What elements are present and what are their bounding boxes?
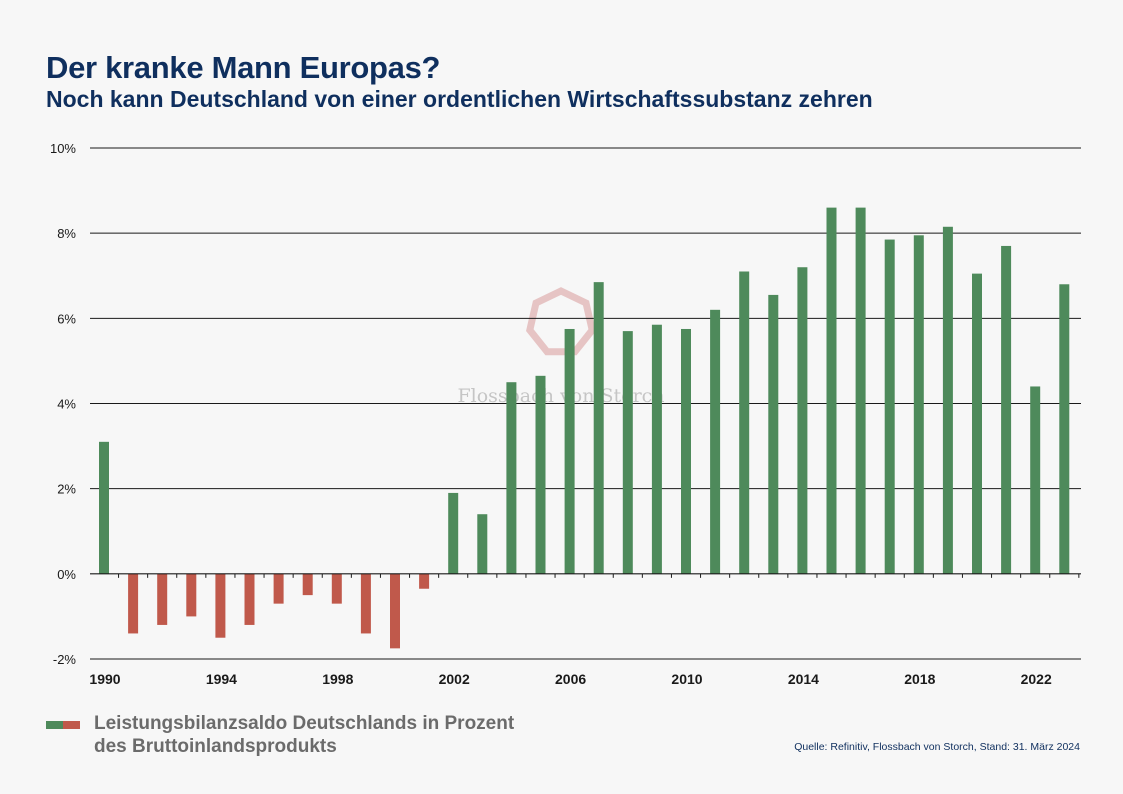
x-tick-label: 2014	[788, 671, 819, 687]
x-tick-label: 1998	[322, 671, 353, 687]
watermark-icon	[526, 287, 596, 356]
bar-2000	[390, 573, 400, 649]
bar-2011	[710, 309, 721, 574]
bar-1990	[99, 441, 109, 574]
source-note: Quelle: Refinitiv, Flossbach von Storch,…	[794, 741, 1080, 753]
chart-subtitle: Noch kann Deutschland von einer ordentli…	[46, 86, 873, 112]
bar-2014	[797, 267, 808, 574]
y-tick-label: 2%	[57, 482, 76, 497]
y-tick-label: 10%	[50, 141, 76, 156]
bar-2012	[739, 271, 750, 574]
chart-title: Der kranke Mann Europas?	[46, 50, 441, 85]
bar-2010	[681, 328, 691, 574]
y-tick-label: -2%	[53, 652, 77, 667]
bar-2019	[942, 226, 953, 574]
bar-2009	[651, 324, 662, 574]
x-tick-label: 2006	[555, 671, 586, 687]
y-tick-label: 8%	[57, 226, 76, 241]
bar-2007	[593, 282, 604, 574]
x-tick-label: 1994	[206, 671, 237, 687]
bar-1998	[331, 573, 342, 604]
x-tick-label: 2010	[671, 671, 702, 687]
bar-2017	[884, 239, 895, 574]
bar-1992	[157, 573, 168, 625]
bar-2022	[1030, 386, 1041, 574]
x-tick-label: 2002	[439, 671, 470, 687]
bar-1997	[302, 573, 313, 596]
bar-1996	[273, 573, 284, 604]
bar-2015	[826, 207, 837, 574]
bar-1994	[215, 573, 226, 638]
x-tick-label: 2018	[904, 671, 935, 687]
bar-2016	[855, 207, 866, 574]
legend-swatch-icon	[46, 721, 80, 729]
bar-2005	[535, 375, 546, 574]
bar-2013	[768, 294, 779, 574]
bar-2003	[477, 514, 488, 574]
bar-1993	[186, 573, 197, 617]
bar-2008	[622, 331, 633, 574]
bar-2018	[913, 235, 924, 574]
y-tick-label: 4%	[57, 397, 76, 412]
bar-1991	[128, 573, 139, 634]
bar-2002	[448, 492, 459, 574]
x-tick-label: 1990	[89, 671, 120, 687]
bar-2021	[1001, 245, 1012, 574]
bar-2001	[419, 573, 430, 589]
legend-label-line2: des Bruttoinlandsprodukts	[94, 736, 337, 757]
y-tick-label: 6%	[57, 311, 76, 326]
watermark-logo: Flossbach von Storch	[457, 287, 665, 407]
bar-2020	[972, 273, 982, 574]
bar-2023	[1059, 284, 1070, 574]
bar-2006	[564, 328, 575, 574]
legend: Leistungsbilanzsaldo Deutschlands in Pro…	[46, 712, 514, 758]
x-tick-label: 2022	[1021, 671, 1052, 687]
y-tick-label: 0%	[57, 567, 76, 582]
legend-label: Leistungsbilanzsaldo Deutschlands in Pro…	[94, 712, 514, 758]
bar-1995	[244, 573, 255, 625]
bar-1999	[360, 573, 371, 634]
legend-label-line1: Leistungsbilanzsaldo Deutschlands in Pro…	[94, 713, 515, 734]
bar-2004	[506, 382, 517, 574]
